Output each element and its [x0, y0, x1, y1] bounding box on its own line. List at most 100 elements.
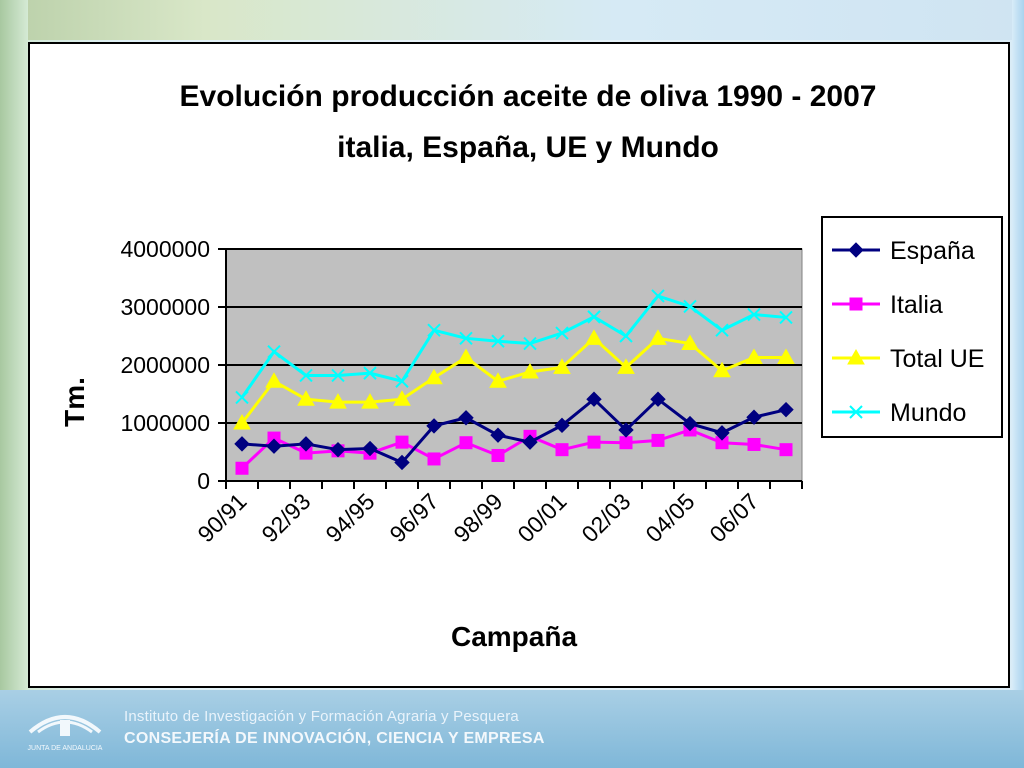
data-point-total-ue: [233, 413, 251, 430]
data-point-mundo: [363, 366, 377, 380]
data-point-mundo: [491, 334, 505, 348]
legend-entry-espana: España: [832, 237, 975, 265]
legend-marker: [848, 242, 864, 258]
data-point-total-ue: [617, 358, 635, 374]
marker-stroke: [331, 368, 345, 383]
marker-stroke: [491, 334, 505, 348]
data-point-total-ue: [361, 393, 379, 409]
data-point-espana: [586, 391, 602, 407]
legend-entry-total-ue: Total UE: [832, 345, 984, 373]
data-point-italia: [651, 433, 665, 447]
marker-stroke: [849, 405, 863, 419]
data-point-italia: [555, 443, 569, 457]
footer-banner: JUNTA DE ANDALUCIA Instituto de Investig…: [0, 690, 1024, 768]
x-axis-label: Campaña: [451, 621, 577, 652]
chart-title: Evolución producción aceite de oliva 199…: [180, 80, 877, 164]
data-point-espana: [298, 436, 314, 452]
data-point-espana: [778, 401, 794, 418]
marker-stroke: [363, 366, 377, 380]
data-point-mundo: [459, 331, 473, 346]
data-point-total-ue: [329, 393, 347, 409]
marker-stroke: [619, 329, 633, 343]
legend-entry-italia: Italia: [832, 291, 943, 319]
marker-stroke: [523, 336, 537, 351]
data-point-espana: [490, 427, 506, 443]
y-tick-label: 4000000: [120, 236, 210, 262]
x-tick-label: 90/91: [192, 488, 251, 547]
marker-stroke: [427, 323, 441, 337]
data-point-italia: [235, 461, 249, 475]
marker-stroke: [683, 299, 697, 314]
data-point-total-ue: [425, 368, 443, 385]
y-axis-label: Tm.: [59, 377, 90, 427]
data-point-espana: [618, 422, 634, 438]
data-point-italia: [459, 436, 473, 450]
marker-stroke: [747, 307, 761, 322]
x-tick-label: 92/93: [256, 488, 315, 547]
data-point-italia: [395, 435, 409, 449]
legend-entry-mundo: Mundo: [832, 399, 966, 427]
data-point-espana: [234, 436, 250, 452]
data-point-espana: [266, 438, 282, 454]
data-point-italia: [747, 437, 761, 451]
series-total-ue: [233, 329, 795, 430]
series-espana: [234, 391, 794, 471]
data-point-italia: [491, 448, 505, 462]
marker-stroke: [267, 344, 281, 359]
marker-stroke: [715, 323, 729, 337]
data-point-espana: [522, 434, 538, 450]
data-point-espana: [746, 409, 762, 425]
x-tick-label: 96/97: [384, 488, 443, 547]
data-point-total-ue: [265, 372, 283, 388]
legend-marker: [847, 348, 865, 365]
legend-label: Italia: [890, 291, 943, 319]
x-tick-label: 02/03: [576, 488, 635, 547]
x-tick-label: 00/01: [512, 488, 571, 547]
chart-title-line-2: italia, España, UE y Mundo: [337, 131, 719, 164]
legend-label: Mundo: [890, 399, 966, 427]
legend-label: Total UE: [890, 345, 984, 373]
data-point-mundo: [267, 344, 281, 359]
y-tick-label: 0: [197, 468, 210, 494]
data-point-italia: [619, 436, 633, 450]
x-tick-label: 98/99: [448, 488, 507, 547]
y-tick-label: 2000000: [120, 352, 210, 378]
data-point-total-ue: [777, 348, 795, 364]
data-point-mundo: [331, 368, 345, 383]
y-tick-label: 1000000: [120, 410, 210, 436]
chart-frame: Evolución producción aceite de oliva 199…: [28, 42, 1010, 688]
data-point-mundo: [683, 299, 697, 314]
data-point-espana: [682, 415, 698, 432]
data-point-italia: [779, 443, 793, 457]
marker-stroke: [555, 326, 569, 340]
marker-stroke: [459, 331, 473, 346]
data-point-mundo: [235, 390, 249, 405]
data-point-mundo: [715, 323, 729, 337]
chart-title-line-1: Evolución producción aceite de oliva 199…: [180, 80, 877, 113]
data-point-total-ue: [521, 362, 539, 379]
x-tick-label: 94/95: [320, 488, 379, 547]
data-point-mundo: [523, 336, 537, 351]
legend-marker: [849, 297, 863, 311]
olive-oil-production-chart: Evolución producción aceite de oliva 199…: [59, 80, 1003, 652]
data-point-mundo: [779, 310, 793, 325]
data-point-total-ue: [489, 372, 507, 388]
y-tick-label: 3000000: [120, 294, 210, 320]
series-mundo: [235, 289, 793, 405]
data-point-mundo: [587, 310, 601, 324]
right-decoration: [1012, 0, 1024, 700]
institute-name: Instituto de Investigación y Formación A…: [124, 708, 519, 725]
data-point-total-ue: [649, 329, 667, 345]
data-point-mundo: [427, 323, 441, 337]
data-point-total-ue: [585, 329, 603, 345]
data-point-total-ue: [457, 348, 475, 364]
data-point-total-ue: [681, 334, 699, 351]
top-band: [0, 0, 1024, 40]
data-point-italia: [427, 452, 441, 466]
data-point-total-ue: [297, 390, 315, 406]
marker-stroke: [587, 310, 601, 324]
logo-text: JUNTA DE ANDALUCIA: [28, 745, 103, 752]
data-point-mundo: [555, 326, 569, 340]
data-point-espana: [362, 440, 378, 457]
